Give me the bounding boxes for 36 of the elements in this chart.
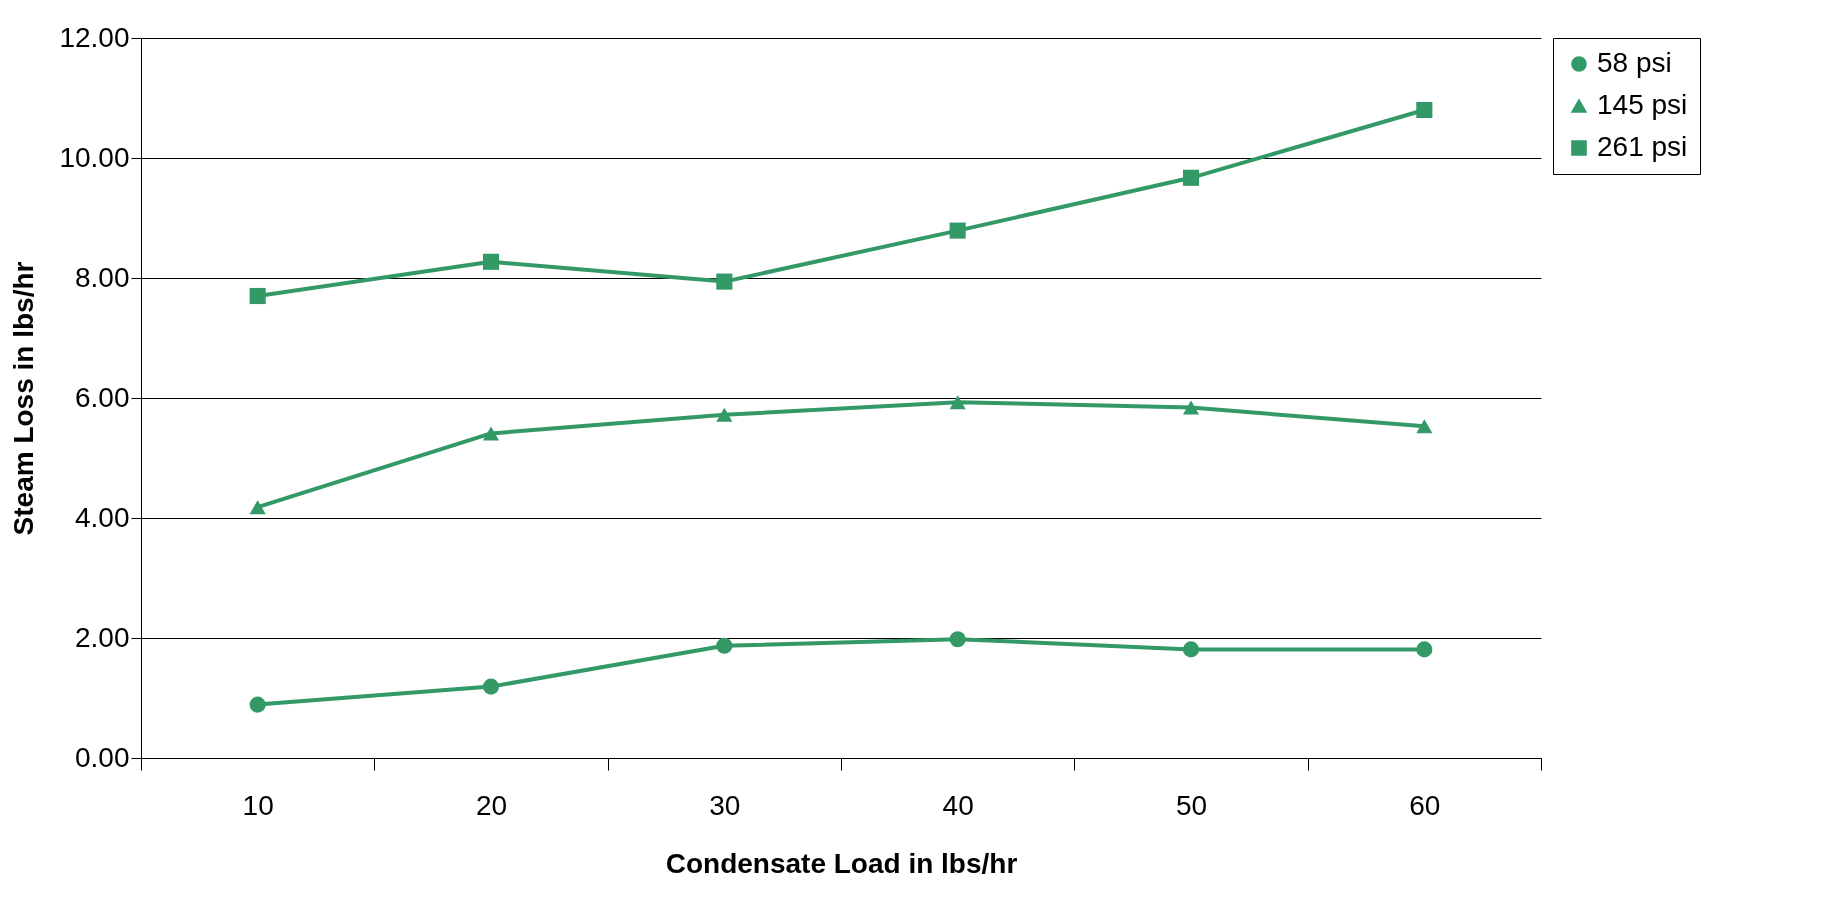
point [1182,169,1200,186]
x-tick-label: 30 [709,789,741,821]
y-axis-title: Steam Loss in lbs/hr [8,261,40,536]
point [716,273,733,290]
point [1182,400,1200,415]
x-tick-label: 40 [942,789,974,821]
point [482,678,500,695]
point [716,407,733,422]
x-tick-label: 20 [475,789,508,821]
x-tick-label: 60 [1409,789,1441,821]
point [249,287,266,305]
y-tick-label: 4.00 [75,501,130,533]
point [1416,419,1433,434]
x-tick-label: 50 [1175,789,1208,821]
y-tick-label: 2.00 [75,621,130,653]
point [949,631,966,648]
legend-label: 58 psi [1597,47,1672,78]
point [1182,641,1200,658]
y-tick-label: 6.00 [75,381,130,413]
y-tick-label: 12.00 [59,21,130,53]
y-tick-label: 10.00 [59,141,130,173]
point [1416,641,1433,658]
legend-label: 261 psi [1597,131,1688,162]
x-tick-label: 10 [242,789,274,821]
point [949,395,966,410]
point [249,500,266,515]
point [482,426,500,441]
point [949,222,966,239]
y-tick-label: 8.00 [75,261,130,293]
legend-label: 145 psi [1597,89,1688,120]
point [249,696,266,713]
x-axis-title: Condensate Load in lbs/hr [665,847,1018,879]
y-tick-label: 0.00 [75,741,130,773]
point [716,637,733,654]
point [482,253,500,270]
point [1416,101,1433,119]
